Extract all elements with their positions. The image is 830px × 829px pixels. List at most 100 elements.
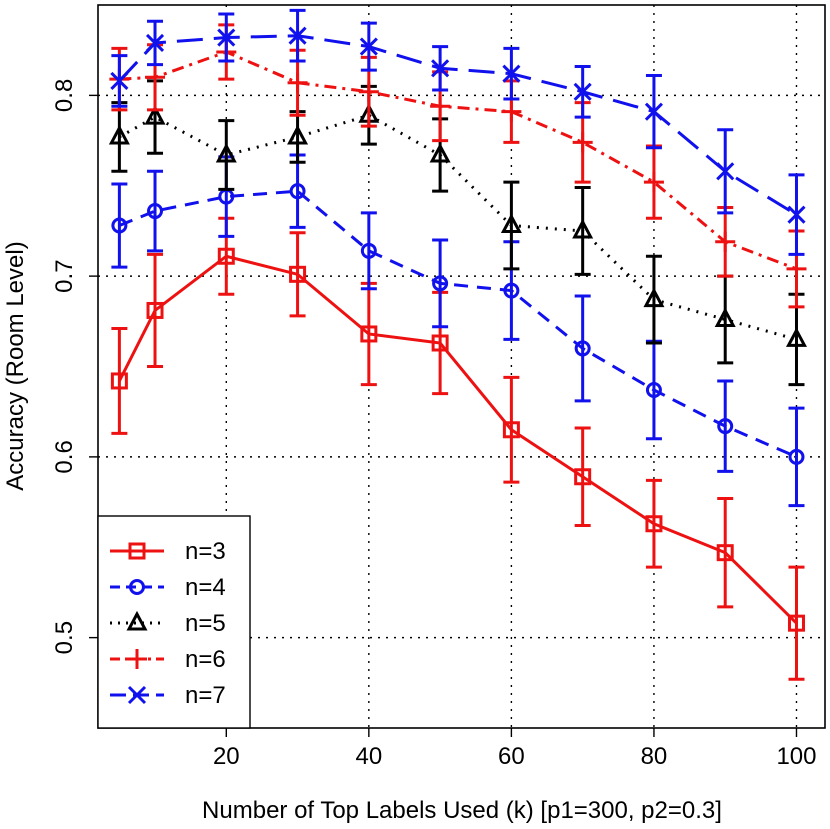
data-point [144,104,166,125]
data-point [573,82,592,101]
data-point [215,142,237,163]
legend-marker [129,579,145,595]
data-point [147,203,164,220]
marker-triangle-shape [429,142,451,163]
x-tick-label: 40 [355,743,382,770]
legend-item: n=7 [110,682,226,709]
marker-x-b [359,37,378,56]
x-tick-label: 100 [776,743,816,770]
marker-circle-shape [129,579,145,595]
marker-triangle-shape [500,213,522,234]
series-line [118,113,797,341]
data-point [145,67,166,88]
data-point [502,421,520,439]
marker-triangle-shape [572,218,594,239]
data-point [572,218,594,239]
data-point [110,71,129,90]
data-point [643,287,665,308]
marker-square-shape [146,301,164,319]
legend-label: n=4 [185,574,226,601]
data-point [645,381,662,398]
marker-square-shape [787,614,805,632]
legend-item: n=3 [110,538,226,565]
legend-marker [126,610,148,631]
marker-triangle-shape [126,610,148,631]
data-point [146,301,164,319]
data-point [289,265,307,283]
marker-x-b [431,59,450,78]
y-tick-label: 0.5 [51,621,78,654]
marker-circle-shape [147,203,164,220]
legend-item: n=4 [110,574,226,601]
series-line [118,34,798,216]
marker-triangle-shape [108,124,130,145]
marker-circle-shape [717,418,734,435]
x-tick-label: 20 [213,743,240,770]
data-point [786,258,807,279]
data-point [714,307,736,328]
marker-x-b [127,685,147,705]
legend-label: n=3 [185,538,226,565]
data-point [432,275,449,292]
data-point [716,544,734,562]
marker-circle-shape [574,340,591,357]
y-tick-label: 0.7 [51,259,78,292]
marker-circle-shape [289,183,306,200]
marker-circle-shape [360,242,377,259]
x-axis-label: Number of Top Labels Used (k) [p1=300, p… [202,797,722,824]
data-point [217,28,236,47]
data-point [788,448,805,465]
marker-x-b [110,71,129,90]
legend-label: n=6 [185,646,226,673]
marker-square-shape [645,515,663,533]
marker-square-shape [128,542,146,560]
legend-marker [127,685,147,705]
x-tick-label: 60 [498,743,525,770]
data-point [431,334,449,352]
data-point [787,205,806,224]
marker-triangle-shape [643,287,665,308]
marker-x-b [502,64,521,83]
data-point [110,372,128,390]
data-point [289,183,306,200]
marker-triangle-shape [287,124,309,145]
data-point [716,162,735,181]
marker-x-b [716,162,735,181]
data-point [111,217,128,234]
y-tick-label: 0.8 [51,79,78,112]
y-axis-label: Accuracy (Room Level) [2,241,29,490]
data-point [287,72,308,93]
series-line [118,189,798,459]
data-point [574,340,591,357]
data-point [217,247,235,265]
legend-marker [128,542,146,560]
series-n=3 [110,216,805,681]
legend-label: n=5 [185,610,226,637]
marker-square-shape [289,265,307,283]
data-point [429,142,451,163]
marker-triangle-shape [215,142,237,163]
marker-triangle-shape [785,327,807,347]
data-point [108,124,130,145]
legend-marker [127,649,147,669]
marker-circle-shape [645,381,662,398]
marker-circle-shape [432,275,449,292]
data-point [430,96,451,117]
data-point [503,282,520,299]
data-point [145,33,165,53]
x-axis: 20 40 60 80 100 [213,728,817,770]
marker-square-shape [217,247,235,265]
marker-triangle-shape [714,307,736,328]
data-point [717,418,734,435]
series-n=7 [110,8,806,256]
data-point [431,59,450,78]
data-point [358,81,379,102]
data-point [643,172,664,193]
marker-square-shape [502,421,520,439]
marker-x-b [145,33,165,53]
marker-x-b [573,82,592,101]
data-point [787,614,805,632]
data-point [287,124,309,145]
data-point [645,515,663,533]
